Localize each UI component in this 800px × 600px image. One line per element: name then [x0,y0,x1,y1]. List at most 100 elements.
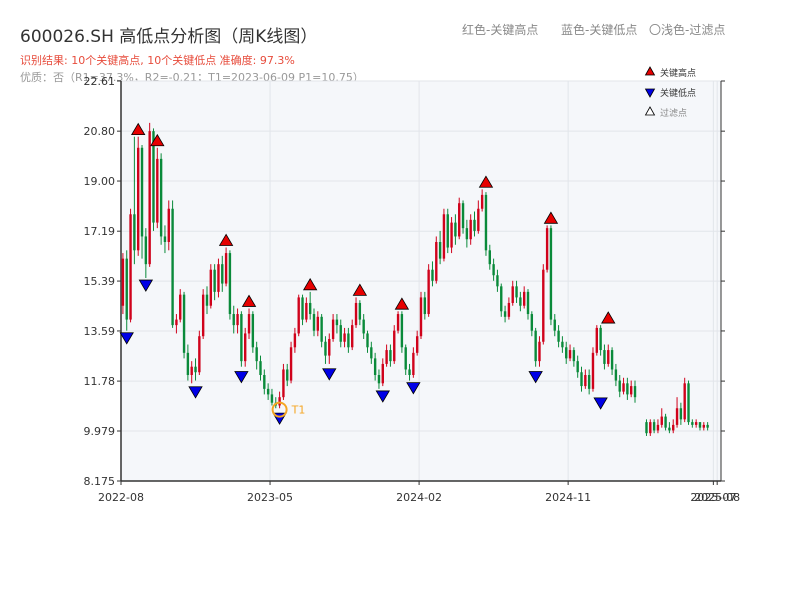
candle [373,352,377,381]
candle [129,208,132,323]
candle-body [415,336,419,353]
candle-body [221,264,224,284]
candle [480,189,484,212]
candle [587,369,591,395]
candle-body [584,375,587,387]
candle-body [454,222,457,237]
candle-body [163,236,167,242]
candle-body [347,333,350,348]
candle [385,344,388,367]
candle-body [324,341,327,356]
key-low-marker [138,279,154,292]
candle-body [419,297,423,337]
candle [652,419,656,434]
candle [649,419,652,436]
candle [507,297,511,320]
candle-body [343,333,346,342]
legend-filtered-marker [644,106,656,116]
candle-body [385,350,388,364]
key-high-marker [478,175,494,188]
candle-body [305,302,308,320]
candle-body [175,319,178,326]
candle [561,336,564,353]
candle-body [335,319,339,326]
candle [240,311,243,367]
y-tick-label: 20.80 [84,125,116,138]
candle [423,291,427,320]
candle [232,305,235,334]
legend-high-marker [644,66,656,76]
candle [702,422,706,431]
candle [156,147,159,229]
x-tick-label: 2025-08 [694,491,740,504]
candle [286,363,289,387]
t1-marker [271,401,288,418]
candle-body [328,338,331,356]
candle-body [687,383,690,423]
candle-body [568,350,572,359]
candle [435,236,438,284]
candle-body [217,264,220,292]
candle-body [572,350,576,362]
candle-body [396,314,400,331]
candle [591,347,595,392]
candle-body [530,314,534,331]
candle-body [431,269,434,281]
candle [469,214,472,245]
key-high-marker [218,233,234,246]
candle [610,347,614,376]
candle-body [362,319,365,334]
candle [236,308,239,334]
key-low-marker [119,332,134,345]
y-tick-label: 9.979 [84,425,116,438]
candle-body [538,341,541,362]
candle [660,408,663,428]
candle [289,341,293,384]
key-high-marker [130,122,146,136]
candle-body [201,294,205,337]
candle-body [293,333,297,348]
candle [263,369,266,395]
legend-label: 关键高点 [660,67,696,79]
candle-body [561,341,564,348]
candle [572,347,576,367]
candle-body [480,194,484,209]
x-tick-label: 2024-02 [396,491,442,504]
key-low-marker [593,397,608,410]
candle [136,136,140,256]
candle [599,325,602,356]
candle-body [144,236,148,265]
candle [698,422,702,431]
candle [534,327,537,367]
candle [672,419,675,434]
candle [454,214,457,245]
candle [389,344,392,367]
candle [656,419,660,434]
candle-body [289,347,293,381]
candle-body [297,297,300,334]
chart-title: 600026.SH 高低点分析图（周K线图） [20,27,318,47]
top-legend-light: 〇浅色-过滤点 [649,23,726,37]
candle-body [446,214,449,248]
candle-body [339,325,342,342]
candle-body [423,297,427,315]
candle-body [148,131,151,265]
candle [224,247,228,287]
candle-body [179,294,182,320]
candle-body [133,214,136,251]
candle [282,363,285,400]
candle-body [484,194,488,251]
candle-body [649,422,652,434]
candle-body [213,269,216,292]
candle-body [435,241,438,281]
candle [144,228,148,279]
candle-body [198,336,201,373]
candle [255,341,258,370]
candle [687,380,690,425]
candle-body [400,314,404,348]
candle-body [603,350,606,364]
candle [308,291,312,320]
candle [679,402,683,425]
candle-body [194,366,197,373]
candle [415,330,419,356]
